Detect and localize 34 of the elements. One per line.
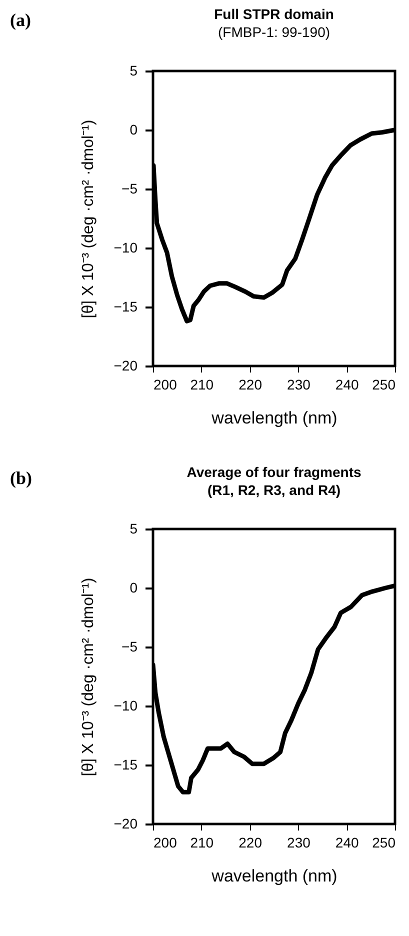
y-tick-label: −15 <box>114 756 138 772</box>
chart-title: Full STPR domain <box>214 6 334 22</box>
x-tick-label: 210 <box>190 376 214 392</box>
x-tick-label: 240 <box>335 834 359 850</box>
y-axis-title: [θ] X 10⁻³ (deg ·cm² ·dmol⁻¹) <box>80 578 97 776</box>
y-tick-label: −10 <box>114 240 138 256</box>
x-tick-label: 250 <box>372 376 396 392</box>
y-tick-label: −10 <box>114 698 138 714</box>
y-tick-label: 5 <box>130 520 138 536</box>
x-tick-label: 220 <box>238 834 262 850</box>
x-tick-label: 200 <box>154 834 178 850</box>
chart-subtitle: (FMBP-1: 99-190) <box>218 24 330 40</box>
x-axis-title: wavelength (nm) <box>210 408 338 428</box>
y-tick-label: −20 <box>114 358 138 374</box>
y-tick-label: 0 <box>130 580 138 596</box>
y-tick-label: 5 <box>130 62 138 78</box>
x-tick-label: 230 <box>287 376 311 392</box>
x-tick-label: 250 <box>372 834 396 850</box>
y-axis-title: [θ] X 10⁻³ (deg ·cm² ·dmol⁻¹) <box>80 120 97 318</box>
x-tick-label: 210 <box>190 834 214 850</box>
y-tick-label: 0 <box>130 122 138 138</box>
y-tick-label: −5 <box>122 638 138 654</box>
x-tick-label: 230 <box>287 834 311 850</box>
y-tick-label: −5 <box>122 180 138 196</box>
x-tick-label: 220 <box>238 376 262 392</box>
x-axis-title: wavelength (nm) <box>210 866 338 886</box>
y-tick-label: −20 <box>114 816 138 832</box>
text: (a) <box>10 10 31 30</box>
text: (b) <box>10 468 32 488</box>
chart-title: Average of four fragments <box>186 464 362 480</box>
x-tick-label: 200 <box>154 376 178 392</box>
chart-subtitle: (R1, R2, R3, and R4) <box>207 482 341 498</box>
y-tick-label: −15 <box>114 298 138 314</box>
x-tick-label: 240 <box>335 376 359 392</box>
